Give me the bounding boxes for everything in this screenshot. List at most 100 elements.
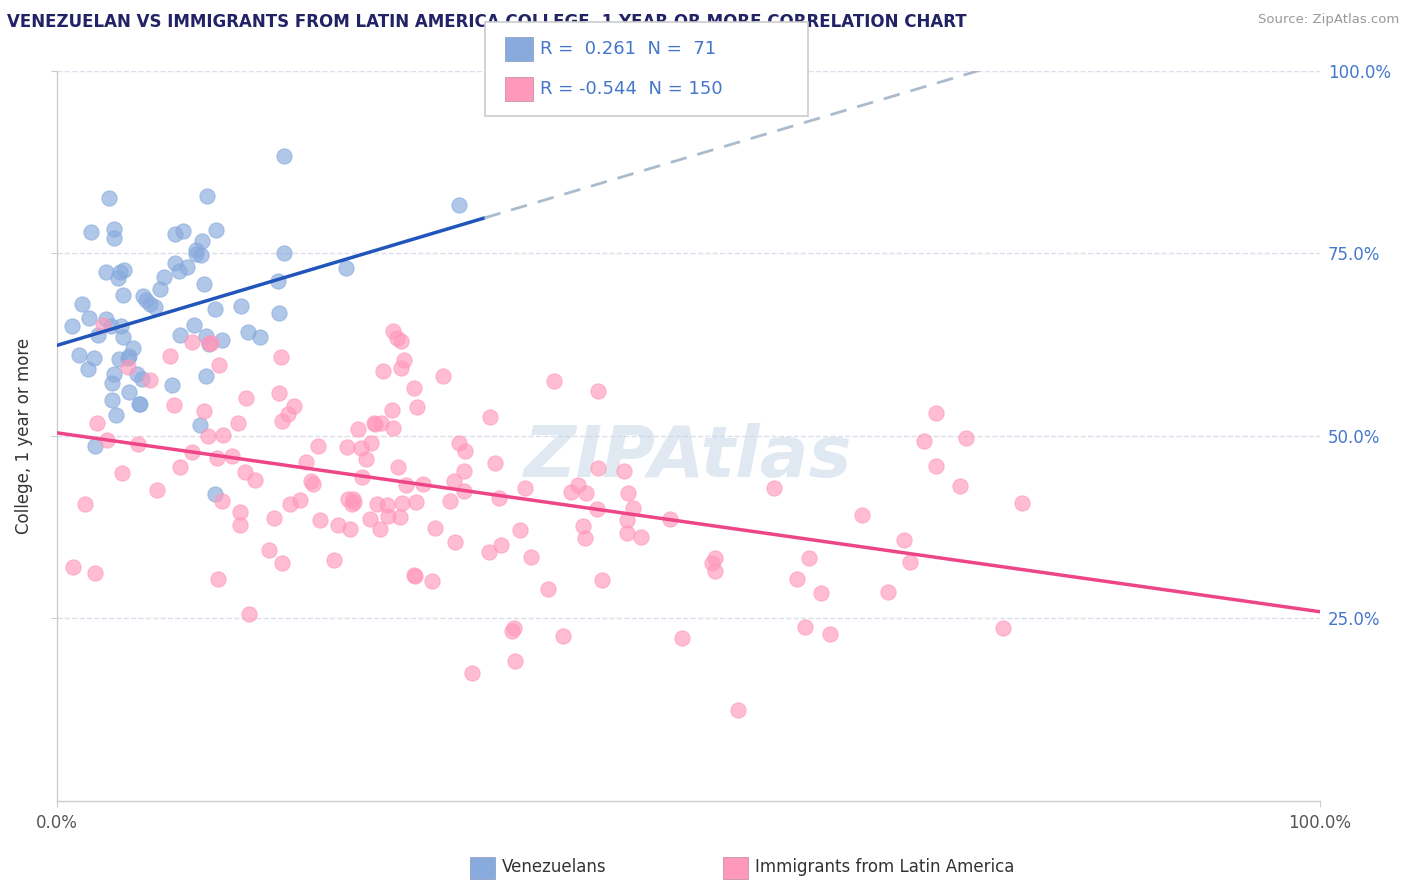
Point	[278, 497, 301, 511]
Point	[83, 351, 105, 366]
Point	[243, 473, 266, 487]
Point	[83, 566, 105, 580]
Point	[810, 586, 832, 600]
Point	[112, 263, 135, 277]
Point	[198, 336, 221, 351]
Point	[302, 476, 325, 491]
Point	[1011, 496, 1033, 510]
Point	[478, 545, 501, 559]
Point	[160, 378, 183, 392]
Point	[204, 301, 226, 316]
Point	[205, 450, 228, 465]
Point	[762, 481, 785, 495]
Point	[117, 385, 139, 400]
Point	[238, 607, 260, 621]
Point	[110, 318, 132, 333]
Point	[73, 497, 96, 511]
Point	[118, 349, 141, 363]
Point	[488, 491, 510, 506]
Point	[489, 538, 512, 552]
Point	[949, 478, 972, 492]
Point	[193, 404, 215, 418]
Point	[359, 512, 381, 526]
Point	[198, 336, 221, 351]
Point	[388, 510, 411, 524]
Point	[513, 481, 536, 495]
Text: R =  0.261  N =  71: R = 0.261 N = 71	[540, 40, 716, 58]
Point	[100, 319, 122, 334]
Point	[337, 492, 360, 507]
Point	[257, 543, 280, 558]
Point	[537, 582, 560, 596]
Point	[354, 451, 377, 466]
Point	[190, 247, 212, 261]
Point	[229, 506, 252, 520]
Point	[195, 328, 218, 343]
Point	[616, 525, 638, 540]
Point	[131, 372, 153, 386]
Point	[925, 406, 948, 420]
Point	[295, 455, 318, 469]
Point	[371, 364, 394, 378]
Point	[912, 434, 935, 448]
Point	[96, 433, 118, 447]
Point	[62, 560, 84, 574]
Point	[117, 351, 139, 365]
Point	[509, 524, 531, 538]
Point	[402, 381, 425, 395]
Point	[127, 437, 149, 451]
Point	[339, 522, 361, 536]
Text: VENEZUELAN VS IMMIGRANTS FROM LATIN AMERICA COLLEGE, 1 YEAR OR MORE CORRELATION : VENEZUELAN VS IMMIGRANTS FROM LATIN AMER…	[7, 13, 967, 31]
Point	[309, 513, 332, 527]
Point	[238, 325, 260, 339]
Point	[560, 484, 582, 499]
Point	[135, 293, 157, 307]
Point	[163, 256, 186, 270]
Point	[149, 282, 172, 296]
Point	[387, 460, 409, 475]
Point	[786, 572, 808, 586]
Point	[381, 421, 404, 435]
Point	[658, 512, 681, 526]
Point	[235, 391, 257, 405]
Point	[211, 333, 233, 347]
Point	[163, 227, 186, 241]
Point	[172, 224, 194, 238]
Point	[543, 374, 565, 388]
Point	[205, 223, 228, 237]
Point	[352, 470, 374, 484]
Point	[389, 360, 412, 375]
Point	[898, 556, 921, 570]
Point	[616, 513, 638, 527]
Point	[585, 502, 607, 516]
Text: Immigrants from Latin America: Immigrants from Latin America	[755, 858, 1014, 876]
Point	[169, 327, 191, 342]
Point	[574, 532, 596, 546]
Point	[94, 312, 117, 326]
Point	[139, 373, 162, 387]
Point	[153, 269, 176, 284]
Point	[122, 342, 145, 356]
Point	[346, 422, 368, 436]
Point	[180, 334, 202, 349]
Point	[184, 243, 207, 257]
Point	[703, 550, 725, 565]
Point	[76, 362, 98, 376]
Point	[360, 435, 382, 450]
Point	[405, 495, 427, 509]
Point	[103, 222, 125, 236]
Point	[267, 274, 290, 288]
Point	[145, 301, 167, 315]
Point	[111, 466, 134, 480]
Point	[501, 624, 523, 638]
Point	[91, 318, 114, 332]
Point	[207, 572, 229, 586]
Point	[273, 149, 295, 163]
Point	[551, 629, 574, 643]
Point	[200, 336, 222, 351]
Point	[453, 483, 475, 498]
Point	[221, 449, 243, 463]
Point	[519, 550, 541, 565]
Point	[368, 522, 391, 536]
Text: Venezuelans: Venezuelans	[502, 858, 606, 876]
